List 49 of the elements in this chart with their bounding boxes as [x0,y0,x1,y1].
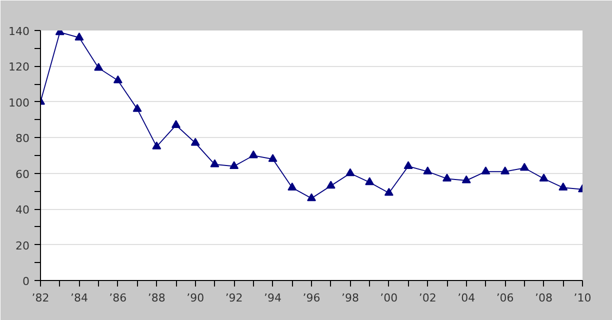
point [307,193,316,202]
y-tick-label: 120 [8,60,30,74]
x-tick-label: ’82 [32,292,50,304]
x-tick-label: ’06 [496,292,514,304]
point [558,182,568,190]
point [462,175,471,184]
point [210,159,220,168]
point [248,150,258,158]
point [190,138,200,146]
point [481,166,490,174]
point [113,75,122,84]
point [288,182,297,190]
point [172,120,180,128]
y-tick-label: 80 [16,132,30,146]
point [365,177,374,186]
point [384,188,394,196]
y-tick-label: 20 [16,239,30,252]
x-tick-label: ’84 [70,292,88,304]
x-tick-label: ’04 [458,292,476,304]
x-tick-label: ’92 [225,292,243,304]
x-tick-label: ’90 [186,292,204,304]
point [346,168,355,176]
y-tick-label: 100 [8,96,30,110]
point [94,62,104,71]
y-tick-label: 60 [16,168,30,181]
y-tick-label: 40 [16,204,30,217]
point [404,161,413,170]
x-tick-label: ’10 [574,292,592,304]
point [152,141,162,150]
x-tick-label: ’08 [535,292,553,304]
point [539,174,548,182]
point [326,180,336,189]
x-tick-label: ’96 [302,292,320,304]
x-tick-label: ’00 [380,292,398,304]
point [500,166,510,174]
x-tick-label: ’88 [148,292,166,304]
x-tick-label: ’86 [109,292,127,304]
y-tick-label: 140 [8,25,30,38]
point [520,162,529,171]
point [423,166,432,174]
point [230,161,239,170]
point [132,104,142,112]
point [268,154,278,162]
point [442,174,452,182]
x-tick-label: ’02 [418,292,436,304]
y-tick-label: 0 [22,275,30,288]
x-tick-label: ’98 [341,292,359,304]
point [74,32,84,40]
x-tick-label: ’94 [264,292,282,304]
